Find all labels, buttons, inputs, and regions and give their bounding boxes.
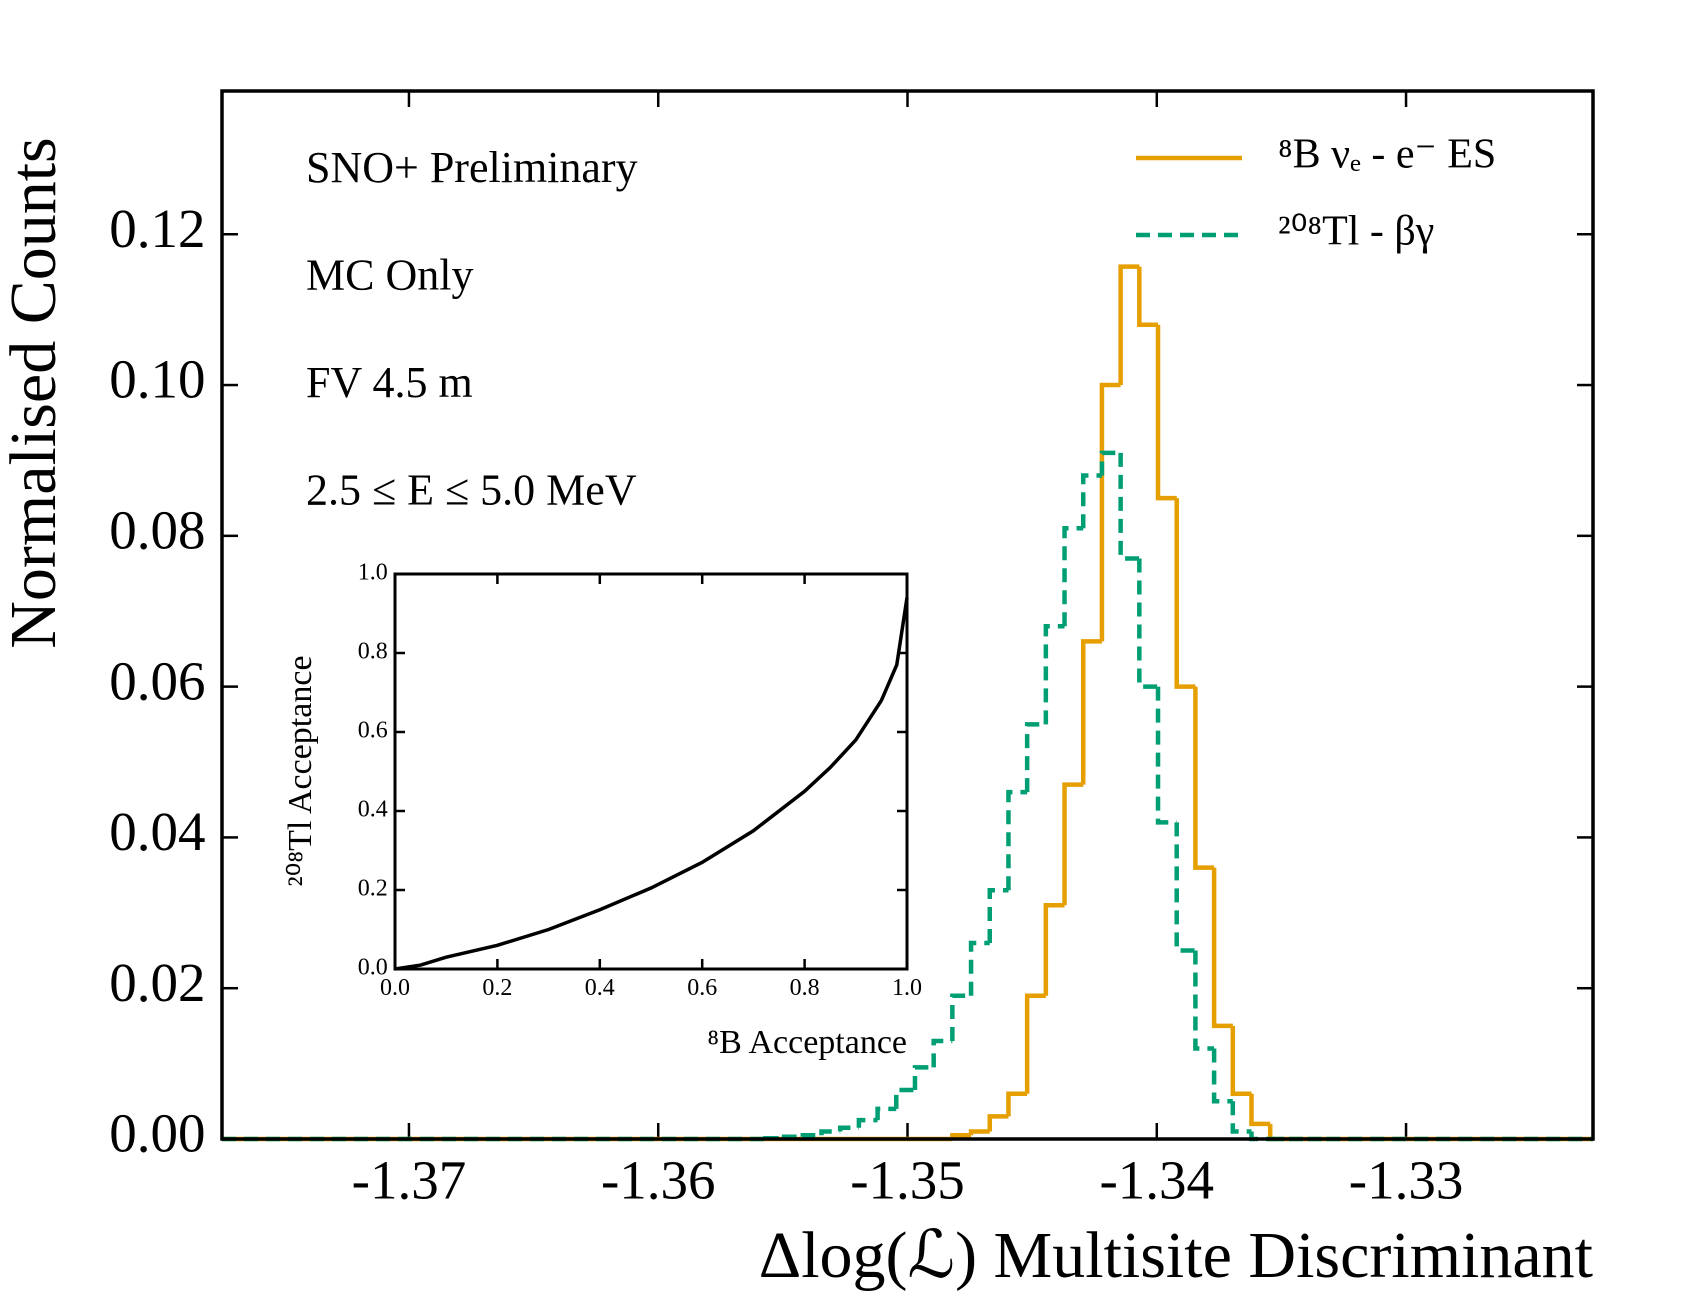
y-tick-label: 0.08 <box>109 499 205 560</box>
histogram-step <box>1062 526 1084 627</box>
histogram-step <box>1249 1093 1271 1127</box>
x-tick-label: 0.8 <box>790 975 820 1001</box>
y-tick-label: 0.8 <box>358 639 388 665</box>
y-axis-label: ²⁰⁸Tl Acceptance <box>282 655 319 886</box>
histogram-step <box>1099 450 1121 476</box>
histogram-step <box>1137 266 1159 327</box>
histogram-step <box>894 1087 915 1109</box>
y-tick-label: 0.04 <box>109 801 205 862</box>
y-tick-label: 0.0 <box>358 955 388 981</box>
x-axis-label: ⁸B Acceptance <box>707 1024 907 1061</box>
histogram-step <box>1043 903 1065 996</box>
histogram-step <box>1118 264 1140 386</box>
histogram-step <box>987 887 1009 943</box>
x-tick-label: 1.0 <box>892 975 922 1001</box>
y-tick-label: 0.12 <box>109 198 205 259</box>
histogram-step <box>968 1129 990 1136</box>
x-tick-label: 0.0 <box>380 975 410 1001</box>
histogram-step <box>1080 473 1102 529</box>
histogram-step <box>1024 993 1046 1094</box>
annotation: MC Only <box>306 251 473 300</box>
x-tick-label: -1.36 <box>601 1149 716 1210</box>
x-tick-label: 0.6 <box>687 975 717 1001</box>
legend-label: ²⁰⁸Tl - βγ <box>1278 209 1434 255</box>
y-tick-label: 1.0 <box>358 560 388 586</box>
legend-label: ⁸B νₑ - e⁻ ES <box>1278 132 1496 178</box>
histogram-step <box>856 1117 878 1128</box>
histogram-step <box>1099 382 1121 642</box>
y-axis-label: Normalised Counts <box>0 137 70 648</box>
histogram-step <box>1043 624 1065 725</box>
y-tick-label: 0.00 <box>109 1103 205 1164</box>
histogram-step <box>800 1132 822 1138</box>
histogram-step <box>1062 782 1084 906</box>
histogram-step <box>950 993 972 1041</box>
y-tick-label: 0.10 <box>109 349 205 410</box>
histogram-step <box>819 1129 841 1136</box>
histogram-step <box>1174 822 1196 953</box>
y-tick-label: 0.4 <box>358 797 388 823</box>
x-tick-label: 0.2 <box>482 975 512 1001</box>
histogram-step <box>1211 1048 1233 1104</box>
histogram-step <box>1193 950 1215 1051</box>
plot-frame <box>220 89 1595 1141</box>
x-tick-label: -1.37 <box>352 1149 467 1210</box>
histogram-step <box>987 1114 1009 1132</box>
x-axis-label: Δlog(ℒ) Multisite Discriminant <box>759 1219 1593 1292</box>
histogram-step <box>1137 558 1159 689</box>
histogram-step <box>837 1125 859 1132</box>
annotation: 2.5 ≤ E ≤ 5.0 MeV <box>306 466 637 515</box>
histogram-step <box>1006 789 1028 891</box>
x-tick-label: -1.35 <box>850 1149 965 1210</box>
x-tick-label: -1.34 <box>1099 1149 1214 1210</box>
histogram-step <box>1230 1025 1252 1097</box>
roc-curve <box>394 597 909 971</box>
histogram-step <box>931 1038 953 1068</box>
histogram-step <box>1174 498 1196 689</box>
y-tick-label: 0.06 <box>109 650 205 711</box>
x-tick-label: -1.33 <box>1349 1149 1464 1210</box>
histogram-step <box>1118 452 1140 561</box>
y-tick-label: 0.02 <box>109 952 205 1013</box>
y-tick-label: 0.2 <box>358 876 388 902</box>
histogram-step <box>1155 324 1177 501</box>
annotation: SNO+ Preliminary <box>306 143 638 192</box>
annotation: FV 4.5 m <box>306 358 473 407</box>
histogram-step <box>875 1106 897 1121</box>
x-tick-label: 0.4 <box>585 975 615 1001</box>
histogram-step <box>968 940 990 996</box>
inset-area <box>395 574 907 969</box>
inset-frame <box>393 572 909 971</box>
histogram-step <box>1080 639 1102 785</box>
histogram-step <box>1024 722 1046 793</box>
histogram-step <box>1193 686 1215 870</box>
histogram-step <box>1006 1091 1028 1117</box>
histogram-step <box>1211 867 1233 1029</box>
histogram-step <box>1230 1101 1252 1134</box>
histogram-step <box>1155 686 1177 825</box>
y-tick-label: 0.6 <box>358 718 388 744</box>
histogram-step <box>912 1065 934 1090</box>
